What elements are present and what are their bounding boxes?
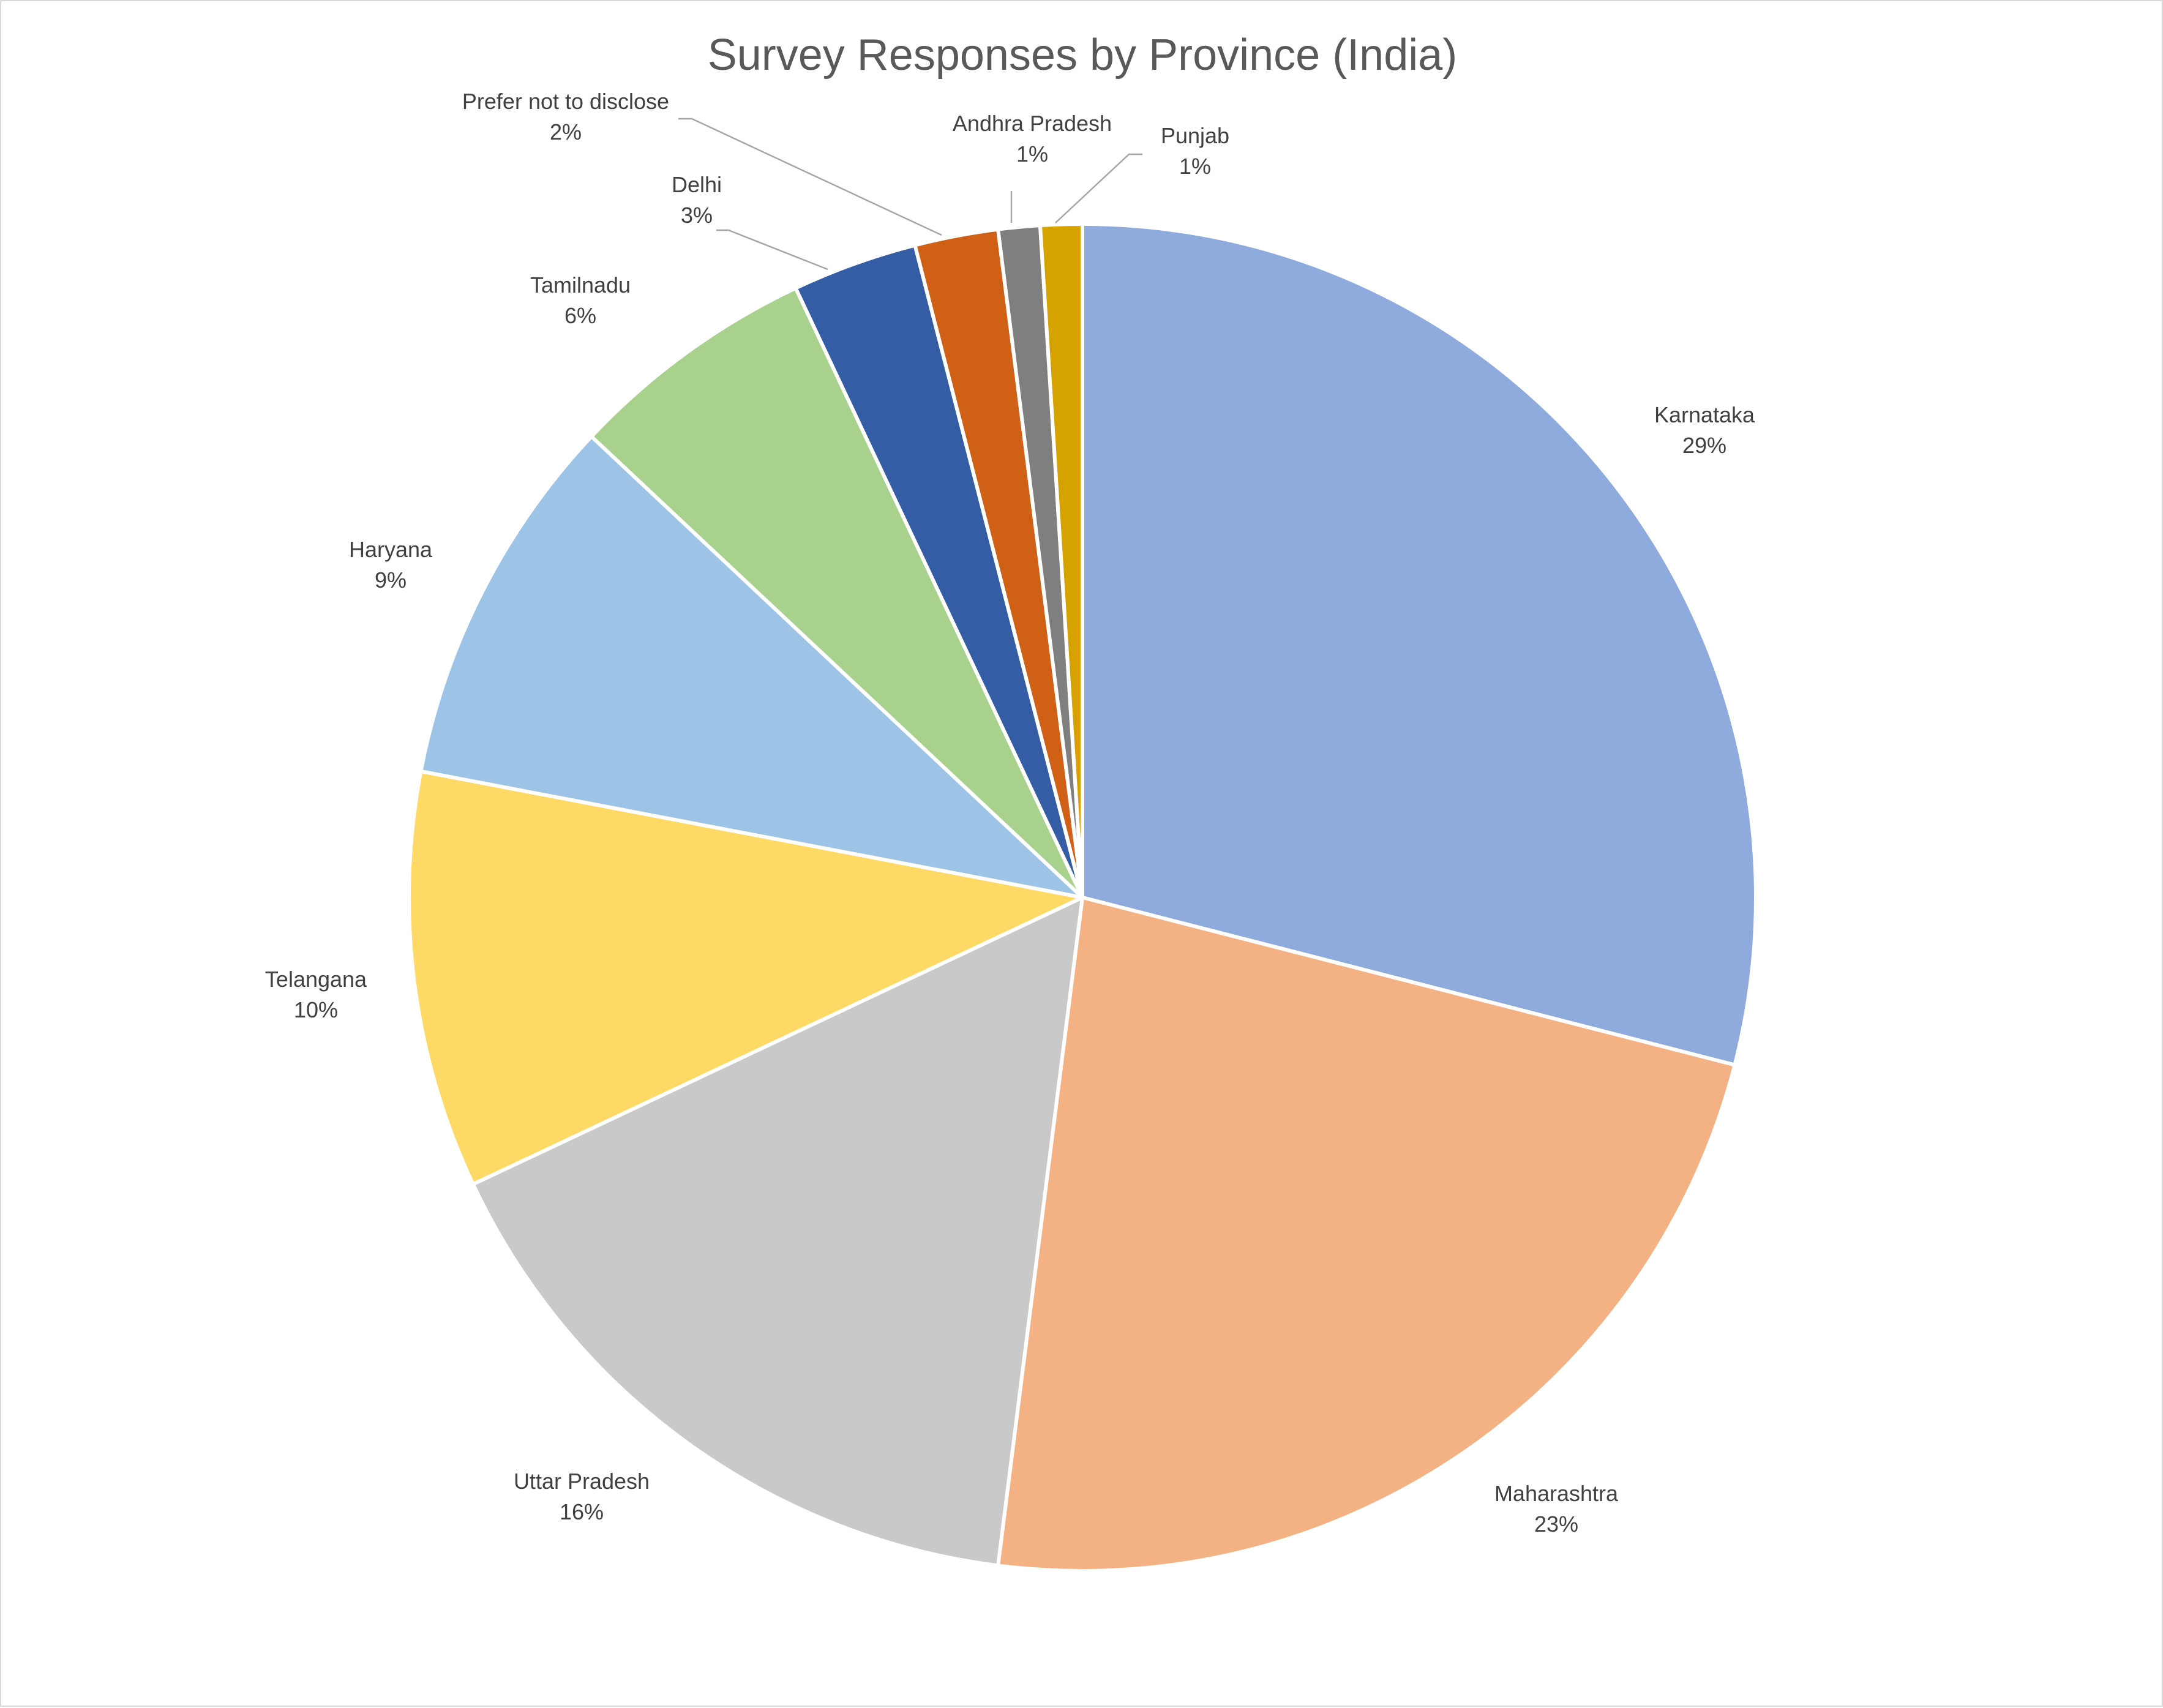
- data-label-percent: 9%: [375, 567, 407, 593]
- data-labels: Karnataka 29% Maharashtra 23% Uttar Pradesh 1…: [265, 89, 1755, 1537]
- chart-title: Survey Responses by Province (India): [708, 31, 1458, 80]
- pie-slice-punjab: [1038, 222, 1084, 899]
- pie-slice-tamilnadu: [590, 286, 1084, 899]
- data-label-category: Prefer not to disclose: [462, 89, 669, 114]
- data-label-category: Delhi: [672, 172, 722, 197]
- data-label-category: Karnataka: [1654, 402, 1755, 427]
- pie-slice-telangana: [407, 769, 1084, 1186]
- data-label-percent: 1%: [1016, 141, 1048, 167]
- data-label-delhi: Delhi 3%: [672, 172, 722, 228]
- data-label-percent: 29%: [1682, 433, 1726, 458]
- data-label-category: Telangana: [265, 967, 367, 992]
- data-label-karnataka: Karnataka 29%: [1654, 402, 1755, 458]
- leader-lines: [678, 118, 1142, 271]
- data-label-prefer-not-to-disclose: Prefer not to disclose 2%: [462, 89, 669, 144]
- data-label-percent: 3%: [681, 203, 713, 228]
- data-label-category: Uttar Pradesh: [514, 1469, 650, 1494]
- data-label-telangana: Telangana 10%: [265, 967, 367, 1022]
- data-label-haryana: Haryana 9%: [349, 537, 433, 593]
- pie-slice-haryana: [419, 435, 1084, 899]
- data-label-category: Maharashtra: [1494, 1481, 1619, 1506]
- pie-slices: [407, 222, 1758, 1573]
- data-label-category: Haryana: [349, 537, 433, 562]
- data-label-percent: 10%: [294, 997, 338, 1022]
- data-label-percent: 23%: [1534, 1511, 1578, 1537]
- leader-line-prefer-not-to-disclose: [678, 118, 942, 236]
- pie-slice-uttar-pradesh: [471, 896, 1084, 1568]
- data-label-tamilnadu: Tamilnadu 6%: [530, 272, 631, 328]
- data-label-percent: 1%: [1179, 154, 1211, 179]
- pie-slice-karnataka: [1081, 222, 1758, 1067]
- leader-line-punjab: [1055, 153, 1142, 223]
- data-label-percent: 2%: [550, 119, 582, 144]
- data-label-percent: 16%: [560, 1499, 604, 1524]
- data-label-uttar-pradesh: Uttar Pradesh 16%: [514, 1469, 650, 1524]
- pie-slice-maharashtra: [996, 896, 1737, 1573]
- data-label-category: Andhra Pradesh: [953, 111, 1112, 136]
- data-label-category: Tamilnadu: [530, 272, 631, 298]
- leader-line-delhi: [716, 229, 828, 271]
- data-label-punjab: Punjab 1%: [1161, 123, 1229, 179]
- data-label-andhra-pradesh: Andhra Pradesh 1%: [953, 111, 1112, 167]
- data-label-category: Punjab: [1161, 123, 1229, 148]
- data-label-percent: 6%: [564, 303, 596, 328]
- data-label-maharashtra: Maharashtra 23%: [1494, 1481, 1619, 1537]
